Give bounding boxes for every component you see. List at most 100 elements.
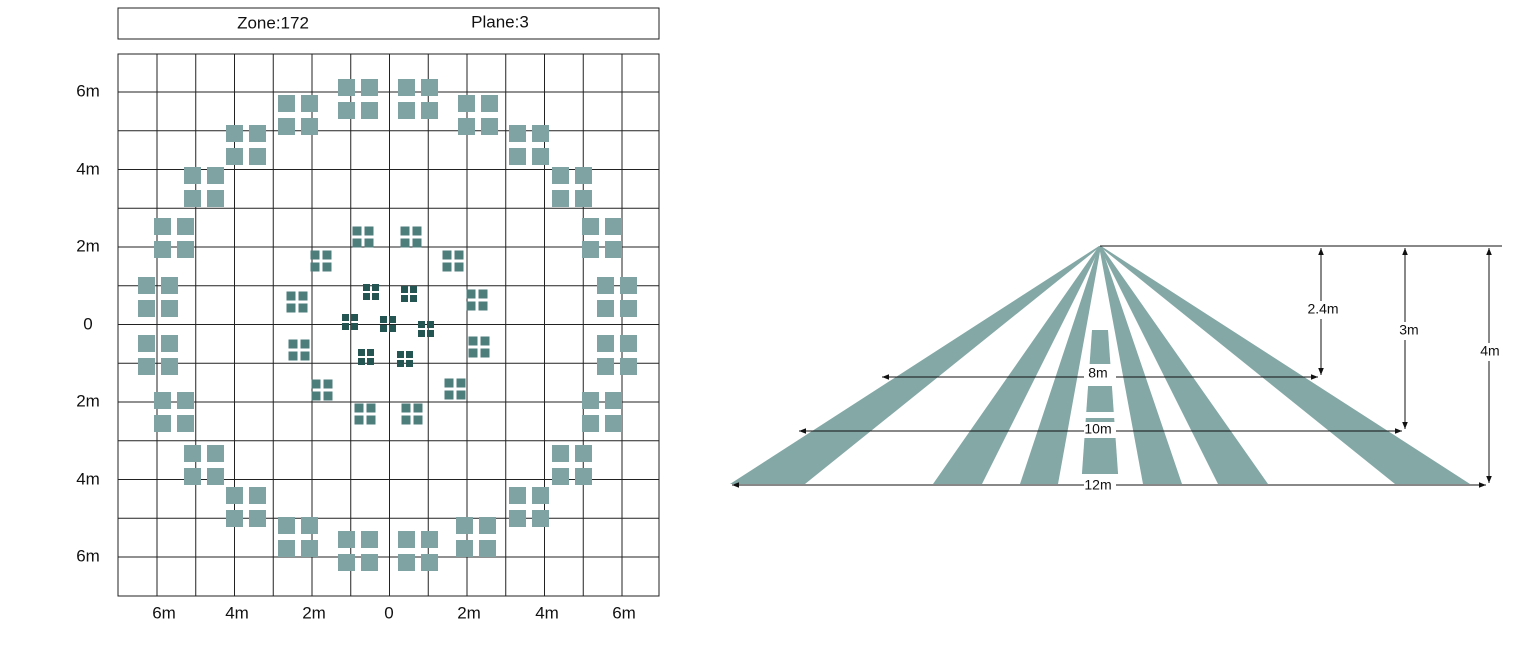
zone-square (575, 445, 592, 462)
zone-square (605, 415, 622, 432)
zone-square (361, 554, 378, 571)
zone-square (278, 517, 295, 534)
zone-square (413, 415, 423, 425)
zone-square (138, 300, 155, 317)
zone-square (605, 241, 622, 258)
header-box (117, 7, 660, 40)
zone-square (207, 445, 224, 462)
zone-square (421, 79, 438, 96)
zone-square (249, 510, 266, 527)
zone-square (468, 336, 478, 346)
zone-square (138, 358, 155, 375)
zone-square (597, 358, 614, 375)
zone-square (412, 238, 422, 248)
zone-square (288, 351, 298, 361)
zone-square (480, 348, 490, 358)
zone-square (207, 167, 224, 184)
zone-square (398, 554, 415, 571)
zone-square (398, 79, 415, 96)
zone-square (363, 293, 370, 300)
y-label: 4m (76, 159, 100, 178)
zone-square (286, 303, 296, 313)
zone-square (552, 167, 569, 184)
zone-square (338, 79, 355, 96)
zone-square (397, 360, 404, 367)
zone-square (138, 277, 155, 294)
zone-square (310, 262, 320, 272)
width-label: 12m (1084, 477, 1111, 493)
height-label: 3m (1399, 322, 1418, 338)
zone-square (177, 241, 194, 258)
zone-square (532, 125, 549, 142)
zone-square (413, 403, 423, 413)
zone-square (456, 517, 473, 534)
zone-square (427, 321, 434, 328)
zone-square (278, 118, 295, 135)
zone-square (398, 102, 415, 119)
zone-square (322, 262, 332, 272)
zone-square (582, 241, 599, 258)
zone-square (184, 190, 201, 207)
zone-square (466, 301, 476, 311)
zone-square (249, 125, 266, 142)
zone-square (400, 238, 410, 248)
zone-square (286, 291, 296, 301)
zone-square (398, 531, 415, 548)
zone-square (358, 349, 365, 356)
zone-square (366, 415, 376, 425)
zone-square (323, 391, 333, 401)
zone-square (372, 284, 379, 291)
zone-square (298, 291, 308, 301)
zone-square (532, 487, 549, 504)
zone-square (338, 102, 355, 119)
x-label: 0 (384, 603, 393, 622)
zone-square (366, 403, 376, 413)
zone-square (406, 351, 413, 358)
zone-square (458, 118, 475, 135)
zone-square (481, 118, 498, 135)
zone-square (620, 277, 637, 294)
label-bg (1389, 322, 1429, 340)
zone-square (509, 148, 526, 165)
zone-square (389, 316, 396, 323)
zone-square (154, 415, 171, 432)
zone-square (138, 335, 155, 352)
zone-square (352, 238, 362, 248)
zone-square (226, 125, 243, 142)
zone-square (509, 487, 526, 504)
zone-square (354, 415, 364, 425)
label-bg (1084, 478, 1116, 494)
zone-square (367, 349, 374, 356)
zone-square (372, 293, 379, 300)
height-label: 4m (1480, 343, 1499, 359)
side-view: 2.4m 3m 4m 8m 10m 12m (730, 245, 1510, 494)
zone-square (226, 510, 243, 527)
zone-square (582, 415, 599, 432)
zone-square (532, 510, 549, 527)
label-bg (1084, 366, 1116, 382)
zone-square (401, 415, 411, 425)
zone-square (582, 218, 599, 235)
zone-square (552, 445, 569, 462)
zone-square (478, 301, 488, 311)
zone-square (300, 339, 310, 349)
zone-square (184, 445, 201, 462)
top-view: 6m 4m 2m 0 2m 4m 6m 6m 4m 2m 0 2m 4m 6m (76, 53, 660, 622)
zone-square (323, 379, 333, 389)
zone-square (418, 330, 425, 337)
zone-square (177, 415, 194, 432)
zone-square (597, 300, 614, 317)
beam (1089, 330, 1111, 364)
zone-square (184, 468, 201, 485)
x-label: 6m (152, 603, 176, 622)
zone-square (401, 403, 411, 413)
zone-square (458, 95, 475, 112)
zone-square (278, 540, 295, 557)
zone-square (444, 390, 454, 400)
zone-square (226, 487, 243, 504)
zone-square (249, 148, 266, 165)
zone-square (597, 335, 614, 352)
zone-square (552, 468, 569, 485)
